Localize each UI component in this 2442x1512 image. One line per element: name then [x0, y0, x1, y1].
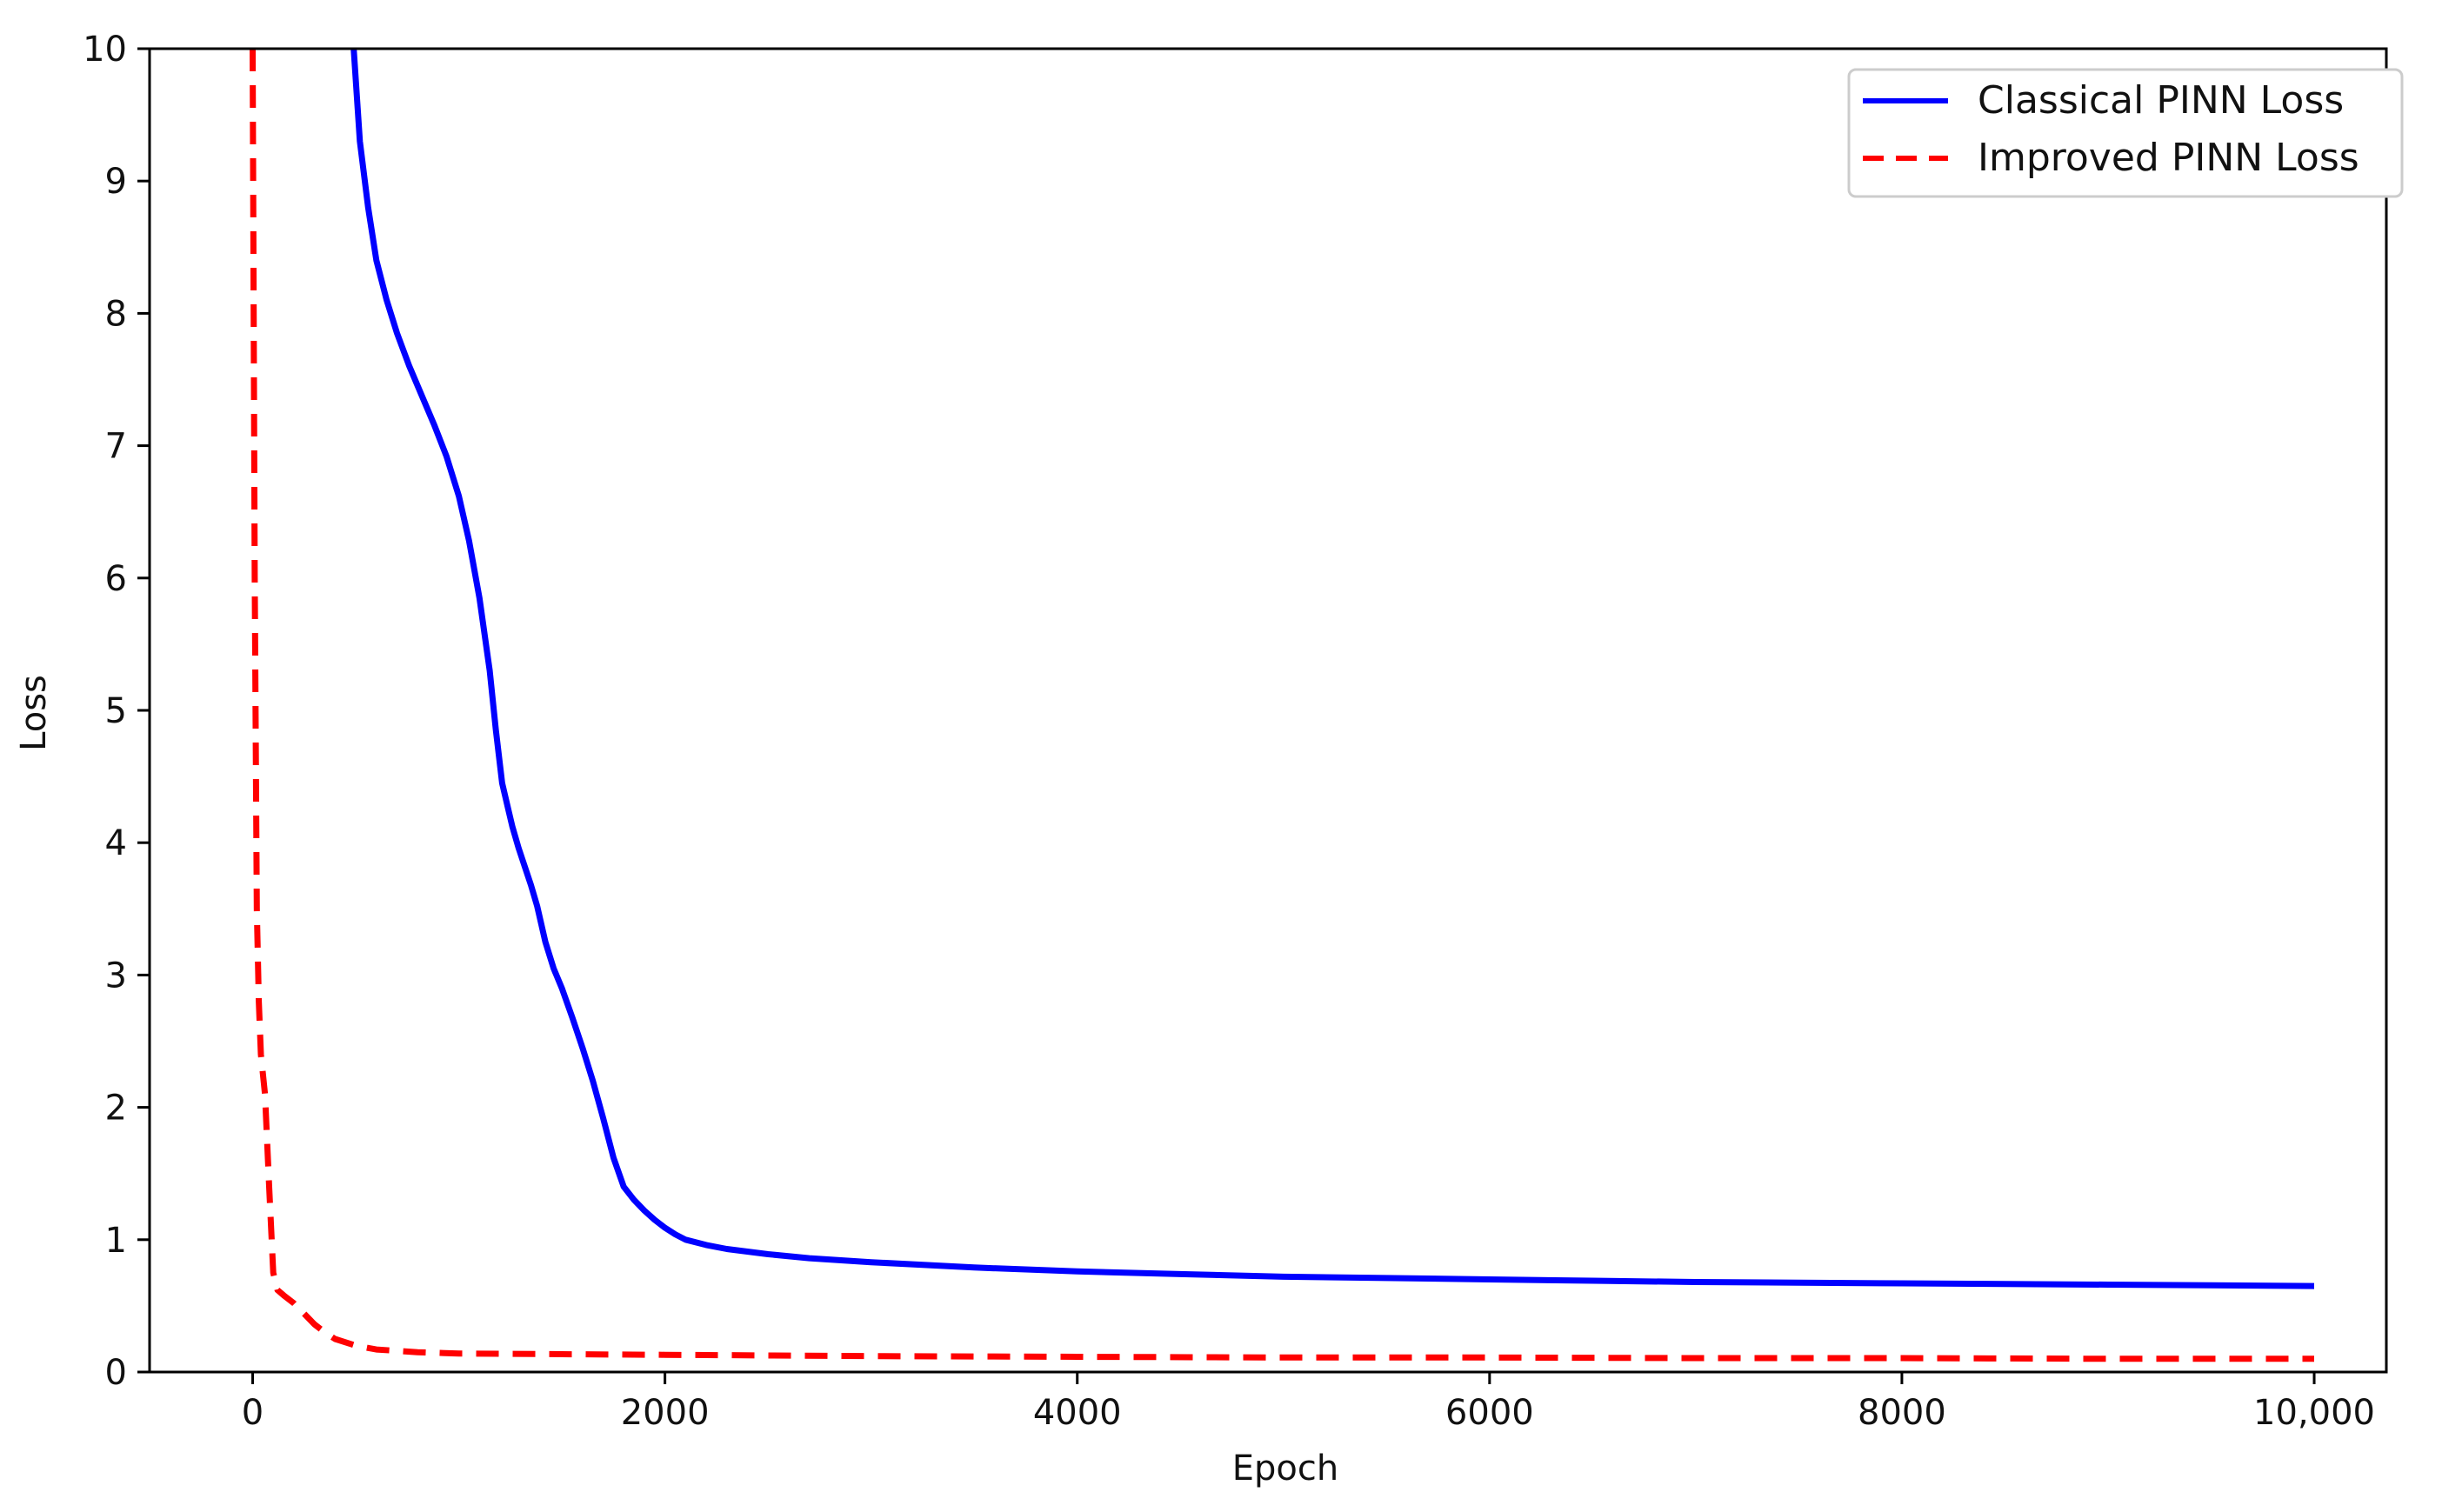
- x-tick-label: 6000: [1445, 1393, 1534, 1433]
- y-tick-label: 9: [105, 162, 127, 202]
- series-line-improved: [250, 49, 2314, 1362]
- y-axis-title: Loss: [14, 675, 54, 751]
- y-tick-label: 5: [105, 691, 127, 731]
- y-tick-label: 0: [105, 1353, 127, 1393]
- legend-label-classical: Classical PINN Loss: [1978, 78, 2344, 123]
- plot-frame: [148, 47, 2388, 1374]
- y-tick-label: 7: [105, 427, 127, 467]
- legend: Classical PINN Loss Improved PINN Loss: [1847, 68, 2404, 198]
- plot-area: [148, 47, 2388, 1374]
- x-tick-label: 0: [242, 1393, 264, 1433]
- x-tick-label: 8000: [1858, 1393, 1946, 1433]
- y-tick-label: 3: [105, 956, 127, 996]
- y-tick-label: 4: [105, 823, 127, 863]
- x-axis: 0 2000 4000 6000 8000 10,000: [242, 1372, 2375, 1433]
- y-axis: 0 1 2 3 4 5 6 7 8 9 10: [83, 30, 150, 1393]
- y-tick-label: 1: [105, 1221, 127, 1261]
- x-tick-label: 4000: [1033, 1393, 1122, 1433]
- x-axis-title: Epoch: [1232, 1449, 1338, 1489]
- series-line-classical: [350, 49, 2315, 1289]
- x-tick-label: 10,000: [2253, 1393, 2375, 1433]
- y-tick-label: 6: [105, 559, 127, 599]
- legend-box: [1847, 68, 2404, 198]
- y-tick-label: 2: [105, 1089, 127, 1129]
- series-group: [250, 49, 2315, 1362]
- y-tick-label: 8: [105, 294, 127, 334]
- y-tick-label: 10: [83, 30, 127, 70]
- legend-label-improved: Improved PINN Loss: [1978, 136, 2359, 180]
- x-tick-label: 2000: [621, 1393, 710, 1433]
